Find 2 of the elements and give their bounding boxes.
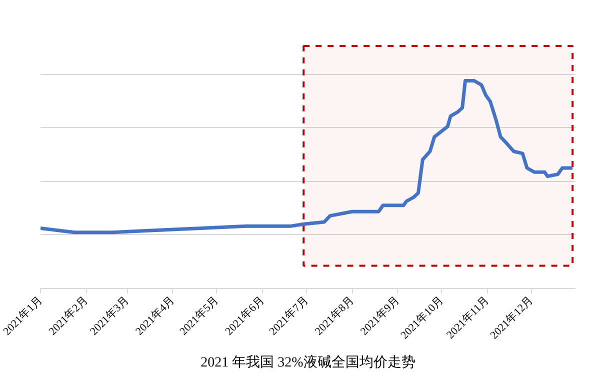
text: 2021 年我国 32%液碱全国均价走势 (200, 354, 416, 370)
x-tick-label: 2021年10月 (398, 294, 446, 342)
